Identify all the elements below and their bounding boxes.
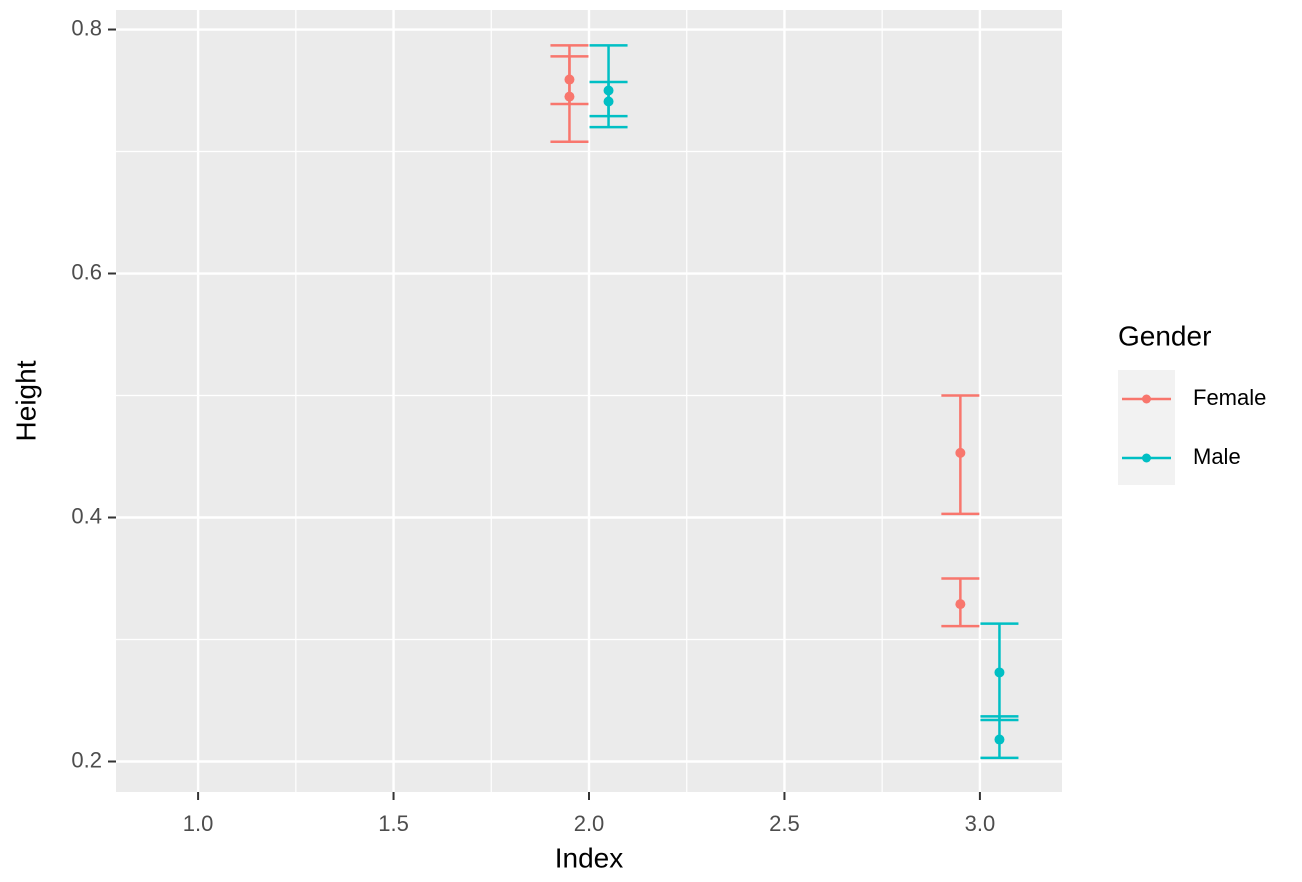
point [955,599,966,610]
grid [116,10,1062,792]
marks [550,44,1019,760]
point [994,734,1005,745]
y-tick-label: 0.4 [71,503,102,528]
point [564,91,575,102]
legend-label: Female [1193,385,1266,410]
y-tick-label: 0.6 [71,259,102,284]
y-tick-label: 0.2 [71,747,102,772]
x-tick-label: 1.0 [183,811,214,836]
point [994,667,1005,678]
legend-key-point [1142,453,1151,463]
y-axis-title: Height [10,360,41,441]
legend-title: Gender [1118,320,1211,351]
point [603,96,614,107]
legend-label: Male [1193,444,1241,469]
x-axis-title: Index [555,842,624,873]
x-tick-label: 2.0 [574,811,605,836]
point [955,447,966,458]
x-tick-label: 3.0 [965,811,996,836]
x-tick-label: 2.5 [769,811,800,836]
legend-key-background [1118,370,1175,485]
x-tick-label: 1.5 [378,811,409,836]
y-tick-label: 0.8 [71,15,102,40]
legend-key-point [1142,394,1151,404]
